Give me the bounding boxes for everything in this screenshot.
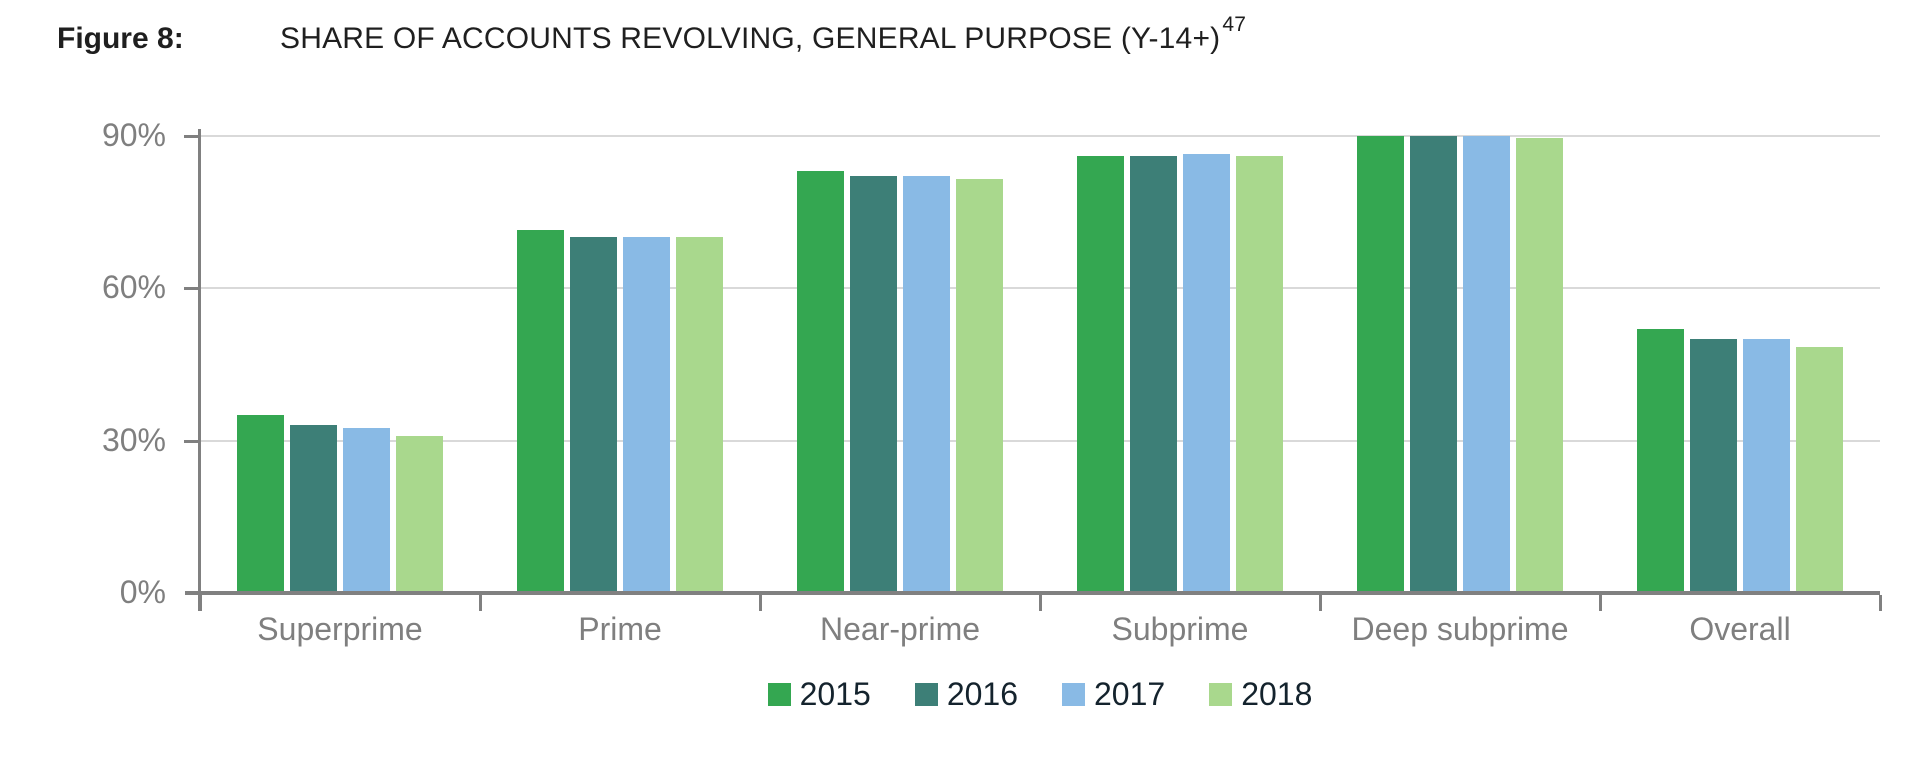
x-category-label-superprime: Superprime	[257, 611, 423, 647]
figure-number-label: Figure 8:	[57, 22, 184, 55]
bar-groups	[200, 85, 1880, 593]
bar-group-overall	[1600, 85, 1880, 593]
bar-superprime-2016	[290, 425, 337, 593]
bar-group-subprime	[1040, 85, 1320, 593]
y-tick-30	[184, 439, 200, 443]
bar-superprime-2018	[396, 435, 443, 593]
bar-prime-2015	[517, 229, 564, 593]
legend-label-2018: 2018	[1241, 676, 1313, 712]
x-axis-line	[185, 591, 1880, 595]
legend-swatch-2018	[1209, 682, 1233, 706]
gridline-30	[200, 439, 1880, 442]
legend-item-2017: 2017	[1062, 678, 1165, 710]
x-category-label-subprime: Subprime	[1111, 611, 1249, 647]
bar-overall-2018	[1796, 346, 1843, 593]
y-tick-label-0: 0%	[119, 574, 166, 610]
legend-swatch-2017	[1062, 682, 1085, 706]
bar-subprime-2016	[1130, 156, 1177, 593]
legend-swatch-2016	[914, 682, 938, 706]
x-tick-1	[478, 595, 482, 611]
bar-deep-subprime-2017	[1463, 135, 1510, 593]
bar-subprime-2018	[1236, 156, 1283, 593]
figure-footnote-marker: 47	[1222, 13, 1247, 36]
x-category-label-deep-subprime: Deep subprime	[1351, 611, 1569, 647]
x-axis-category-labels: Superprime Prime Near-prime Subprime Deep su…	[200, 611, 1880, 647]
bar-superprime-2015	[237, 415, 284, 593]
bar-near-prime-2015	[797, 171, 844, 593]
bar-prime-2017	[623, 237, 670, 593]
bar-group-superprime	[200, 85, 480, 593]
gridline-90	[200, 134, 1880, 137]
bar-subprime-2017	[1183, 153, 1230, 593]
figure-header: Figure 8: SHARE OF ACCOUNTS REVOLVING, G…	[57, 13, 1246, 56]
x-tick-6	[1878, 595, 1882, 611]
y-tick-label-60: 60%	[101, 269, 166, 306]
bar-overall-2017	[1743, 339, 1790, 593]
y-axis-tick-labels: 0% 30% 60% 90%	[0, 85, 180, 608]
gridline-60	[200, 287, 1880, 290]
legend-item-2015: 2015	[767, 676, 871, 712]
bar-group-deep-subprime	[1320, 85, 1600, 593]
legend-label-2016: 2016	[946, 676, 1018, 712]
bar-near-prime-2016	[850, 176, 897, 593]
x-category-label-prime: Prime	[578, 611, 662, 647]
bar-overall-2016	[1690, 339, 1737, 593]
plot-area	[200, 85, 1880, 593]
chart-legend: 2015 2016 2017 2018	[200, 678, 1880, 710]
y-tick-90	[184, 134, 200, 138]
figure-title: SHARE OF ACCOUNTS REVOLVING, GENERAL PUR…	[280, 13, 1246, 56]
y-tick-label-30: 30%	[101, 421, 166, 458]
bar-subprime-2015	[1077, 156, 1124, 593]
bar-prime-2016	[570, 237, 617, 593]
legend-item-2016: 2016	[914, 676, 1018, 712]
bar-near-prime-2018	[956, 178, 1003, 593]
bar-prime-2018	[676, 237, 723, 593]
y-axis-line	[198, 129, 201, 611]
x-tick-3	[1038, 595, 1042, 611]
bar-group-prime	[480, 85, 760, 593]
bar-superprime-2017	[343, 427, 390, 593]
bar-group-near-prime	[760, 85, 1040, 593]
legend-item-2018: 2018	[1209, 678, 1312, 710]
x-tick-5	[1598, 595, 1602, 611]
x-tick-4	[1318, 595, 1322, 611]
y-tick-60	[184, 287, 200, 291]
legend-label-2017: 2017	[1094, 676, 1166, 712]
legend-label-2015: 2015	[799, 676, 871, 712]
x-category-label-near-prime: Near-prime	[819, 611, 981, 647]
bar-deep-subprime-2018	[1516, 138, 1563, 593]
x-tick-2	[758, 595, 762, 611]
figure-title-text: SHARE OF ACCOUNTS REVOLVING, GENERAL PUR…	[280, 22, 1221, 55]
y-tick-label-90: 90%	[101, 116, 166, 153]
bar-deep-subprime-2015	[1357, 135, 1404, 593]
bar-near-prime-2017	[903, 176, 950, 593]
bar-deep-subprime-2016	[1410, 135, 1457, 593]
x-category-label-overall: Overall	[1689, 611, 1791, 647]
x-tick-0	[198, 595, 202, 611]
bar-overall-2015	[1637, 328, 1684, 593]
legend-swatch-2015	[767, 682, 791, 706]
